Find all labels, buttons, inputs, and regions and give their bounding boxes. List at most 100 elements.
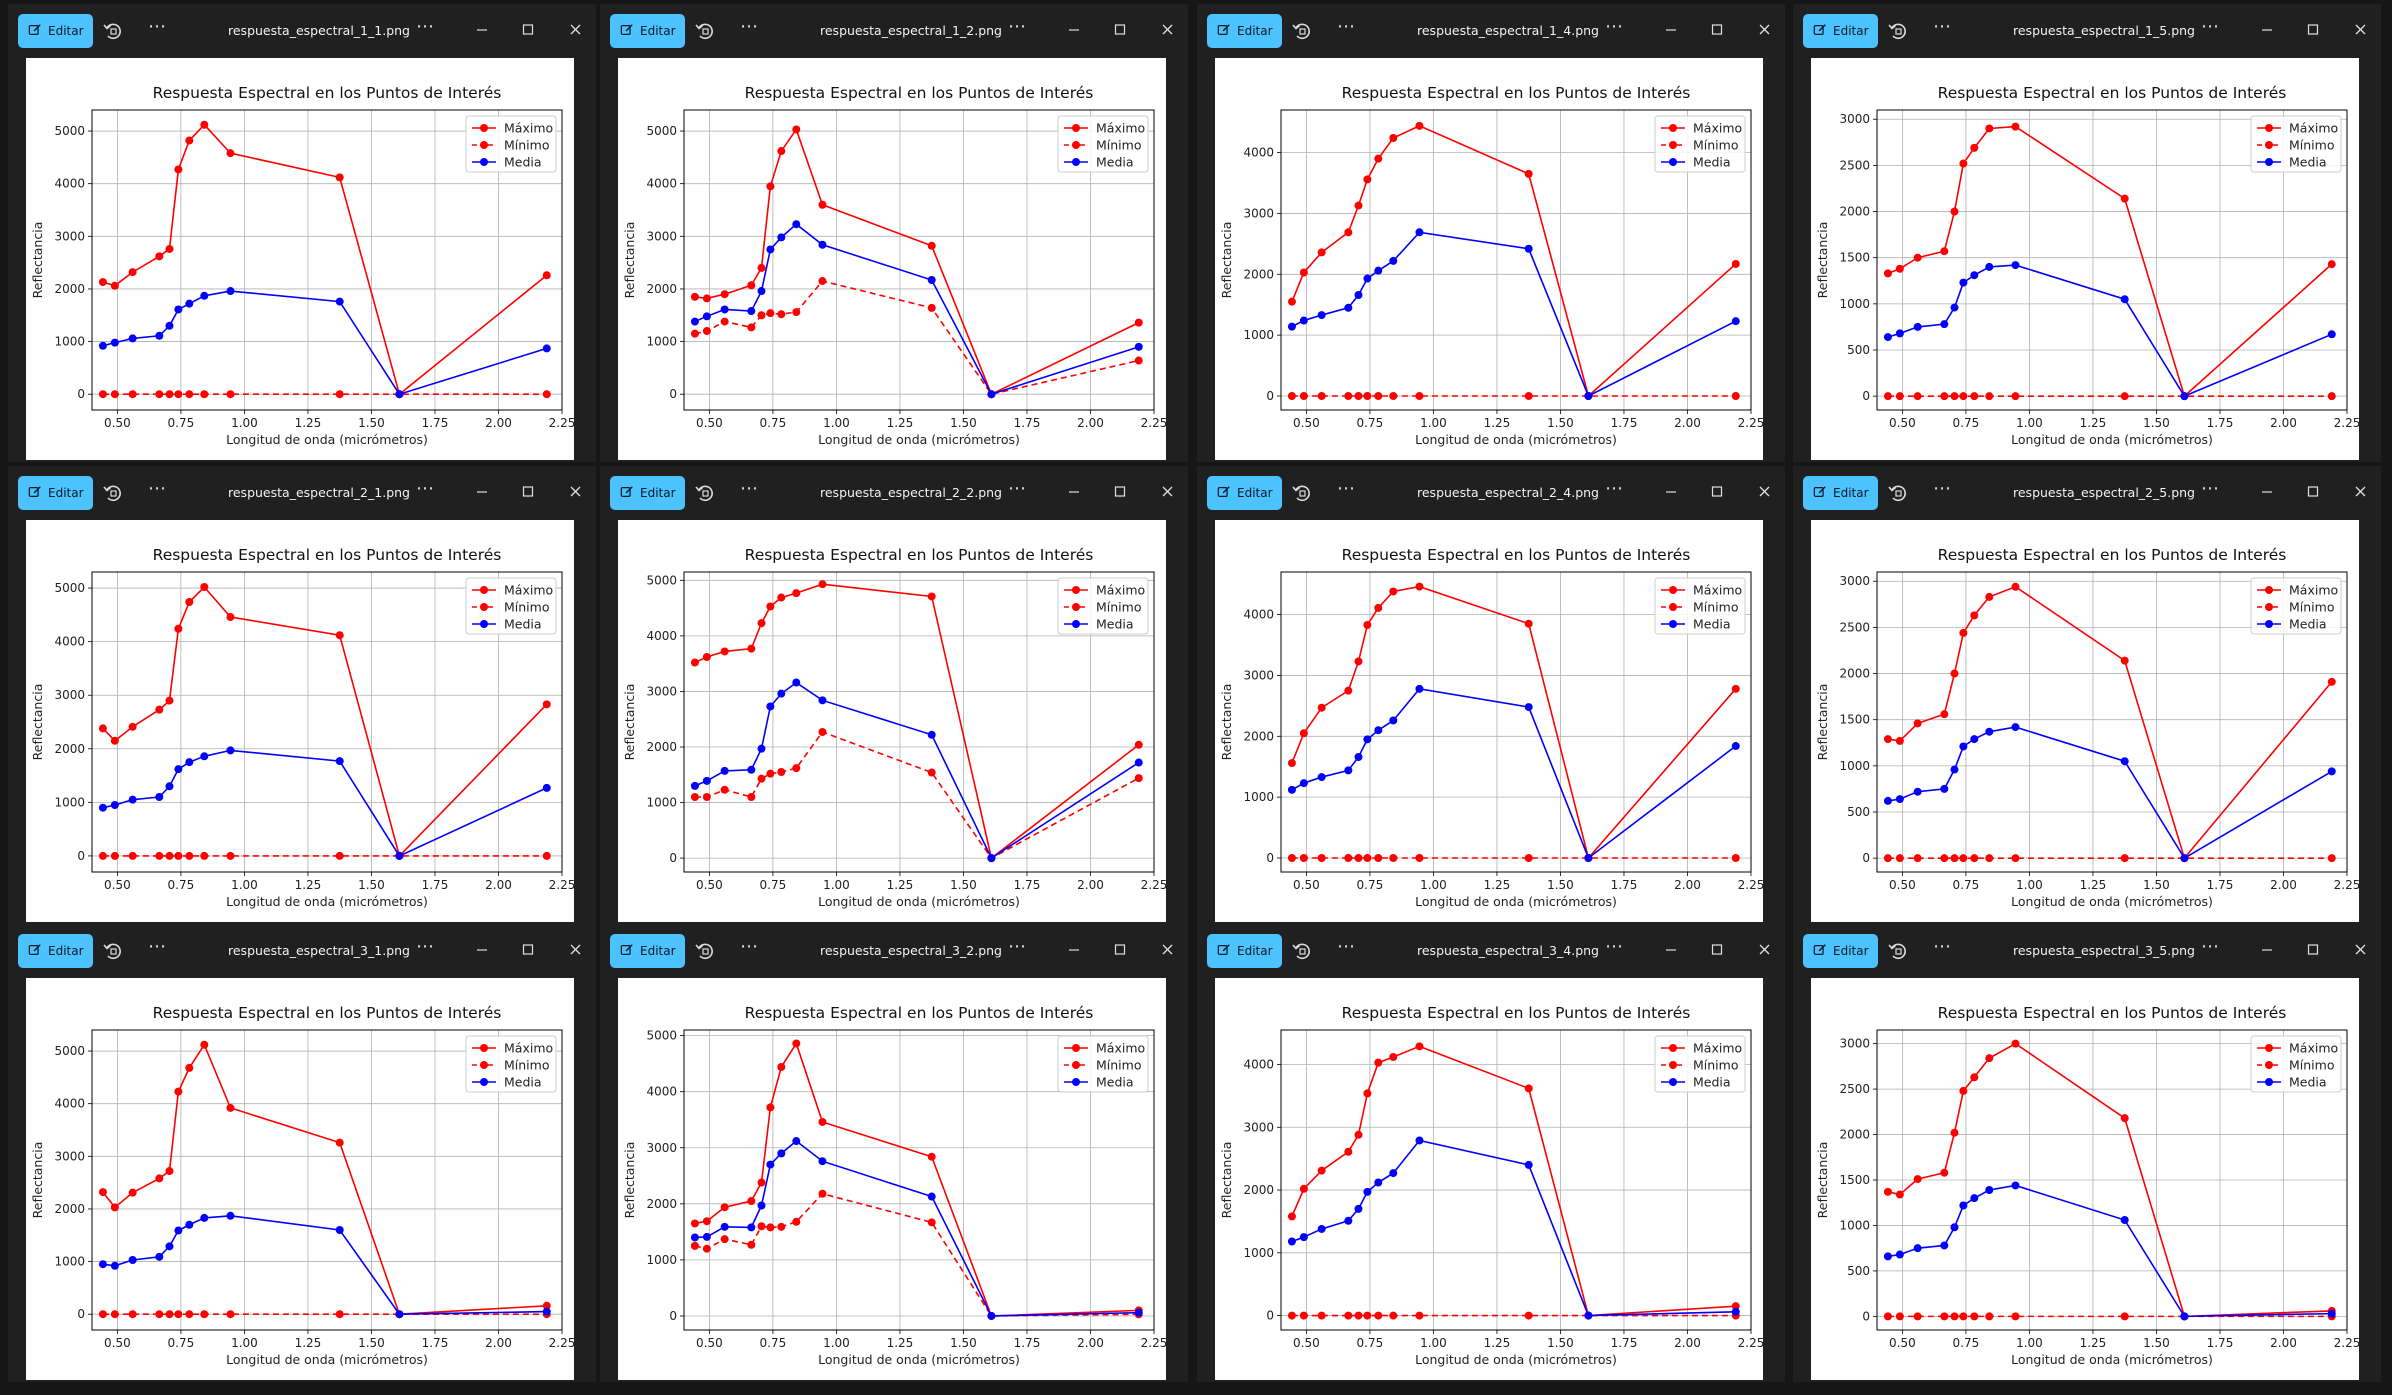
- close-icon[interactable]: [1156, 478, 1180, 506]
- edit-button[interactable]: Editar: [1803, 14, 1878, 48]
- minimize-icon[interactable]: [1659, 478, 1683, 506]
- data-point: [1970, 1312, 1979, 1321]
- rotate-icon[interactable]: [1886, 939, 1910, 963]
- series-line: [1291, 124, 1737, 398]
- close-icon[interactable]: [2349, 16, 2373, 44]
- more-options-icon[interactable]: ⋯: [740, 16, 758, 37]
- maximize-icon[interactable]: [1705, 16, 1729, 44]
- window-titlebar: Editar ⋯ respuesta_espectral_3_2.png ⋯: [600, 924, 1188, 978]
- rotate-icon[interactable]: [693, 19, 717, 43]
- more-options-icon[interactable]: ⋯: [148, 16, 166, 37]
- close-icon[interactable]: [1156, 16, 1180, 44]
- file-more-icon[interactable]: ⋯: [2201, 16, 2219, 37]
- edit-button[interactable]: Editar: [610, 934, 685, 968]
- edit-button[interactable]: Editar: [18, 476, 93, 510]
- file-more-icon[interactable]: ⋯: [1008, 16, 1026, 37]
- maximize-icon[interactable]: [1705, 936, 1729, 964]
- edit-button[interactable]: Editar: [610, 14, 685, 48]
- rotate-icon[interactable]: [101, 19, 125, 43]
- maximize-icon[interactable]: [2301, 936, 2325, 964]
- file-more-icon[interactable]: ⋯: [1605, 936, 1623, 957]
- edit-button[interactable]: Editar: [1803, 476, 1878, 510]
- minimize-icon[interactable]: [1062, 936, 1086, 964]
- minimize-icon[interactable]: [470, 936, 494, 964]
- edit-button[interactable]: Editar: [1207, 14, 1282, 48]
- data-point: [98, 803, 107, 812]
- rotate-icon[interactable]: [693, 481, 717, 505]
- close-icon[interactable]: [564, 16, 588, 44]
- more-options-icon[interactable]: ⋯: [1337, 478, 1355, 499]
- more-options-icon[interactable]: ⋯: [1933, 16, 1951, 37]
- data-point: [720, 317, 729, 326]
- more-options-icon[interactable]: ⋯: [1933, 936, 1951, 957]
- rotate-icon[interactable]: [1886, 19, 1910, 43]
- edit-button[interactable]: Editar: [18, 934, 93, 968]
- minimize-icon[interactable]: [1659, 16, 1683, 44]
- edit-button[interactable]: Editar: [1207, 934, 1282, 968]
- legend-swatch-marker: [1072, 603, 1080, 611]
- edit-button[interactable]: Editar: [1207, 476, 1282, 510]
- rotate-icon[interactable]: [1290, 481, 1314, 505]
- minimize-icon[interactable]: [2255, 936, 2279, 964]
- maximize-icon[interactable]: [516, 478, 540, 506]
- edit-button[interactable]: Editar: [1803, 934, 1878, 968]
- maximize-icon[interactable]: [1108, 936, 1132, 964]
- file-more-icon[interactable]: ⋯: [416, 478, 434, 499]
- more-options-icon[interactable]: ⋯: [1337, 936, 1355, 957]
- file-more-icon[interactable]: ⋯: [416, 16, 434, 37]
- minimize-icon[interactable]: [2255, 478, 2279, 506]
- data-point: [792, 589, 801, 598]
- more-options-icon[interactable]: ⋯: [740, 478, 758, 499]
- data-point: [2120, 757, 2129, 766]
- edit-button[interactable]: Editar: [18, 14, 93, 48]
- rotate-icon[interactable]: [101, 939, 125, 963]
- maximize-icon[interactable]: [1705, 478, 1729, 506]
- minimize-icon[interactable]: [470, 16, 494, 44]
- minimize-icon[interactable]: [1062, 478, 1086, 506]
- minimize-icon[interactable]: [1062, 16, 1086, 44]
- close-icon[interactable]: [564, 936, 588, 964]
- close-icon[interactable]: [2349, 936, 2373, 964]
- y-tick-label: 1500: [1839, 713, 1870, 727]
- close-icon[interactable]: [1156, 936, 1180, 964]
- more-options-icon[interactable]: ⋯: [1337, 16, 1355, 37]
- data-point: [335, 1226, 344, 1234]
- maximize-icon[interactable]: [516, 16, 540, 44]
- rotate-icon[interactable]: [101, 481, 125, 505]
- file-more-icon[interactable]: ⋯: [1008, 936, 1026, 957]
- maximize-icon[interactable]: [2301, 16, 2325, 44]
- close-icon[interactable]: [1753, 16, 1777, 44]
- maximize-icon[interactable]: [516, 936, 540, 964]
- file-more-icon[interactable]: ⋯: [1605, 478, 1623, 499]
- more-options-icon[interactable]: ⋯: [1933, 478, 1951, 499]
- more-options-icon[interactable]: ⋯: [148, 478, 166, 499]
- maximize-icon[interactable]: [1108, 16, 1132, 44]
- data-point: [1299, 1184, 1308, 1193]
- x-tick-label: 2.00: [485, 878, 512, 892]
- edit-button[interactable]: Editar: [610, 476, 685, 510]
- more-options-icon[interactable]: ⋯: [740, 936, 758, 957]
- close-icon[interactable]: [1753, 478, 1777, 506]
- data-point: [1344, 1147, 1353, 1156]
- maximize-icon[interactable]: [1108, 478, 1132, 506]
- legend-label: Mínimo: [1693, 1058, 1738, 1073]
- file-more-icon[interactable]: ⋯: [416, 936, 434, 957]
- close-icon[interactable]: [564, 478, 588, 506]
- file-more-icon[interactable]: ⋯: [1008, 478, 1026, 499]
- file-more-icon[interactable]: ⋯: [2201, 478, 2219, 499]
- maximize-icon[interactable]: [2301, 478, 2325, 506]
- rotate-icon[interactable]: [1290, 19, 1314, 43]
- close-icon[interactable]: [1753, 936, 1777, 964]
- minimize-icon[interactable]: [1659, 936, 1683, 964]
- data-point: [1895, 264, 1904, 273]
- minimize-icon[interactable]: [2255, 16, 2279, 44]
- close-icon[interactable]: [2349, 478, 2373, 506]
- rotate-icon[interactable]: [693, 939, 717, 963]
- file-more-icon[interactable]: ⋯: [1605, 16, 1623, 37]
- rotate-icon[interactable]: [1290, 939, 1314, 963]
- x-tick-label: 1.50: [358, 878, 385, 892]
- more-options-icon[interactable]: ⋯: [148, 936, 166, 957]
- file-more-icon[interactable]: ⋯: [2201, 936, 2219, 957]
- rotate-icon[interactable]: [1886, 481, 1910, 505]
- minimize-icon[interactable]: [470, 478, 494, 506]
